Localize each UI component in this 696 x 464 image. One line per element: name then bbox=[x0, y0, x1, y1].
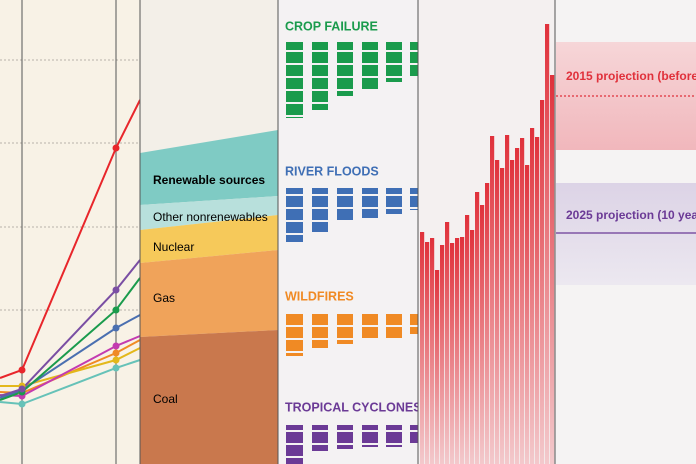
energy-label: Renewable sources bbox=[153, 173, 265, 187]
projection-label: 2025 projection (10 yea bbox=[566, 208, 696, 222]
hazard-title: TROPICAL CYCLONES bbox=[285, 400, 422, 414]
energy-label: Nuclear bbox=[153, 240, 194, 254]
energy-panel: Renewable sources Other nonrenewables Nu… bbox=[139, 0, 278, 464]
projection-label: 2015 projection (before bbox=[566, 69, 696, 83]
energy-label: Gas bbox=[153, 291, 175, 305]
energy-label: Other nonrenewables bbox=[153, 210, 268, 224]
hazard-title: CROP FAILURE bbox=[285, 19, 378, 33]
projection-panel: 2015 projection (before 2025 projection … bbox=[554, 0, 696, 464]
energy-label: Coal bbox=[153, 392, 178, 406]
line-panel bbox=[0, 0, 141, 464]
hazard-panel: CROP FAILURE RIVER FLOODS WILDFIRES TROP… bbox=[277, 0, 422, 464]
hazard-title: RIVER FLOODS bbox=[285, 164, 379, 178]
bar-panel bbox=[417, 0, 555, 464]
hazard-title: WILDFIRES bbox=[285, 289, 354, 303]
